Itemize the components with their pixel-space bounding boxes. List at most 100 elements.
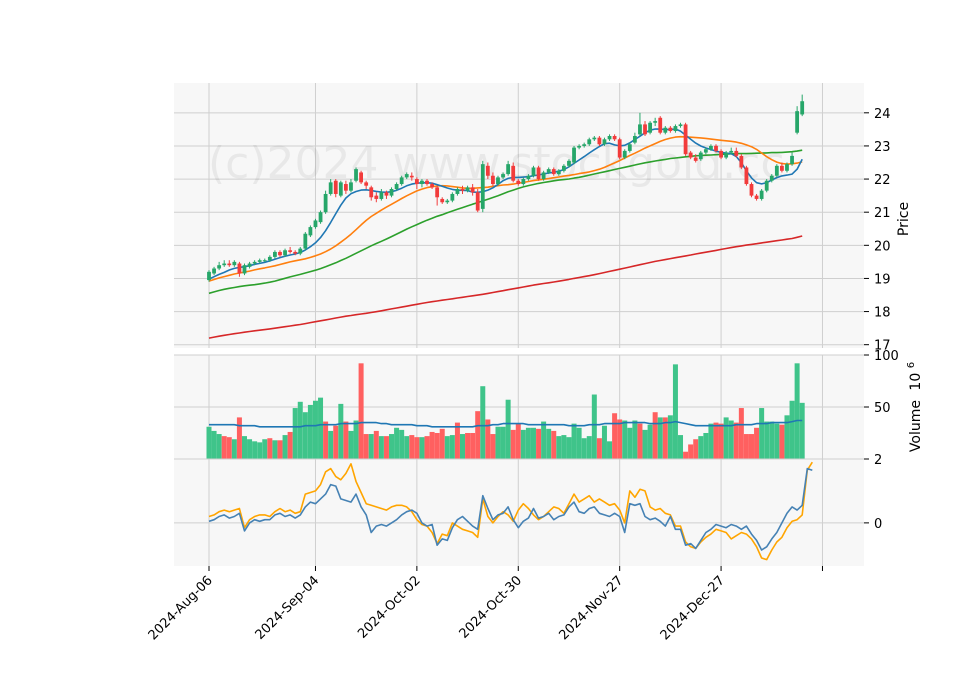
volume-bar: [241, 436, 247, 459]
candle-body: [409, 175, 414, 178]
candle-body: [354, 169, 358, 181]
volume-bar: [449, 435, 455, 459]
volume-bars: [206, 363, 805, 459]
candle-body: [252, 261, 257, 264]
candle-body: [349, 182, 353, 191]
volume-bar: [601, 425, 607, 459]
candle-body: [414, 179, 419, 185]
volume-bar: [475, 411, 481, 459]
volume-bar: [378, 436, 384, 459]
volume-bar: [394, 427, 400, 459]
candle-body: [369, 187, 374, 198]
volume-bar: [647, 424, 653, 459]
candle-body: [242, 265, 247, 274]
candle-body: [698, 152, 703, 160]
price-y-ticks: 17 18 19 20 21 22 23 24: [864, 107, 891, 354]
candle-body: [729, 150, 734, 153]
volume-y-ticks: 50 100: [864, 349, 899, 416]
volume-bar: [723, 417, 729, 459]
volume-bar: [312, 400, 318, 459]
candle-body: [638, 124, 642, 135]
ma-fast-series: [208, 128, 803, 280]
volume-ma-series: [209, 419, 803, 428]
candle-body: [688, 152, 693, 158]
volume-bar: [409, 435, 415, 459]
candle-body: [480, 164, 485, 209]
candle-body: [531, 167, 536, 176]
y-tick-label: 23: [874, 140, 891, 155]
volume-bar: [282, 435, 288, 459]
candle-body: [247, 263, 252, 267]
candle-body: [536, 167, 541, 180]
candle-body: [318, 212, 323, 223]
oscillator-fast-line: [208, 467, 813, 551]
volume-bar: [226, 437, 232, 459]
volume-bar: [536, 428, 542, 459]
candle-body: [455, 189, 460, 194]
candle-body: [785, 164, 789, 171]
volume-bar: [743, 434, 749, 459]
candle-body: [617, 139, 622, 158]
volume-bar: [581, 438, 587, 459]
candle-body: [587, 139, 592, 145]
candle-body: [632, 136, 637, 143]
volume-bar: [774, 423, 780, 459]
candle-body: [546, 169, 551, 173]
candle-body: [308, 227, 313, 236]
candle-body: [323, 193, 328, 213]
volume-bar: [302, 412, 308, 459]
candle-body: [470, 187, 475, 193]
candle-body: [389, 189, 394, 196]
ma-slow-line: [208, 149, 803, 295]
volume-bar: [297, 401, 303, 459]
volume-bar: [429, 431, 435, 459]
candle-body: [364, 182, 369, 186]
oscillator-slow-line: [208, 461, 813, 561]
candle-body: [501, 174, 505, 178]
volume-bar: [515, 423, 521, 459]
candle-body: [298, 248, 303, 254]
volume-bar: [556, 436, 562, 459]
oscillator-grid: [174, 458, 864, 566]
candle-body: [338, 182, 343, 196]
volume-bar: [434, 433, 440, 459]
volume-bar: [221, 436, 227, 459]
volume-bar: [520, 429, 526, 459]
candle-body: [435, 187, 440, 198]
volume-bar: [698, 436, 704, 459]
volume-bar: [607, 441, 613, 459]
candle-body: [328, 182, 333, 194]
candlesticks: [207, 94, 805, 282]
candle-body: [764, 180, 769, 191]
candle-body: [714, 145, 718, 151]
candle-body: [562, 165, 566, 171]
volume-bar: [657, 417, 663, 459]
y-tick-label: 21: [874, 206, 891, 221]
y-tick-label: 19: [874, 272, 891, 287]
volume-bar: [338, 403, 344, 459]
volume-bar: [307, 404, 313, 459]
volume-bar: [754, 427, 760, 459]
candle-body: [359, 172, 363, 183]
candle-body: [430, 184, 434, 188]
volume-bar: [652, 412, 658, 459]
volume-bar: [267, 438, 273, 459]
volume-bar: [530, 427, 536, 459]
volume-bar: [277, 440, 283, 459]
ma-mid-series: [208, 135, 803, 282]
candle-body: [450, 193, 455, 201]
candle-body: [212, 268, 216, 274]
candle-body: [744, 167, 749, 185]
volume-bar: [333, 425, 339, 459]
volume-bar: [627, 427, 633, 459]
y-tick-label: 0: [874, 517, 882, 532]
candle-body: [491, 175, 495, 185]
candle-body: [678, 124, 683, 127]
candle-body: [602, 139, 607, 145]
candle-body: [526, 175, 531, 180]
candle-body: [521, 179, 526, 185]
volume-bar: [662, 417, 668, 459]
volume-bar: [216, 434, 222, 459]
volume-bar: [247, 439, 253, 459]
candle-body: [460, 189, 465, 191]
